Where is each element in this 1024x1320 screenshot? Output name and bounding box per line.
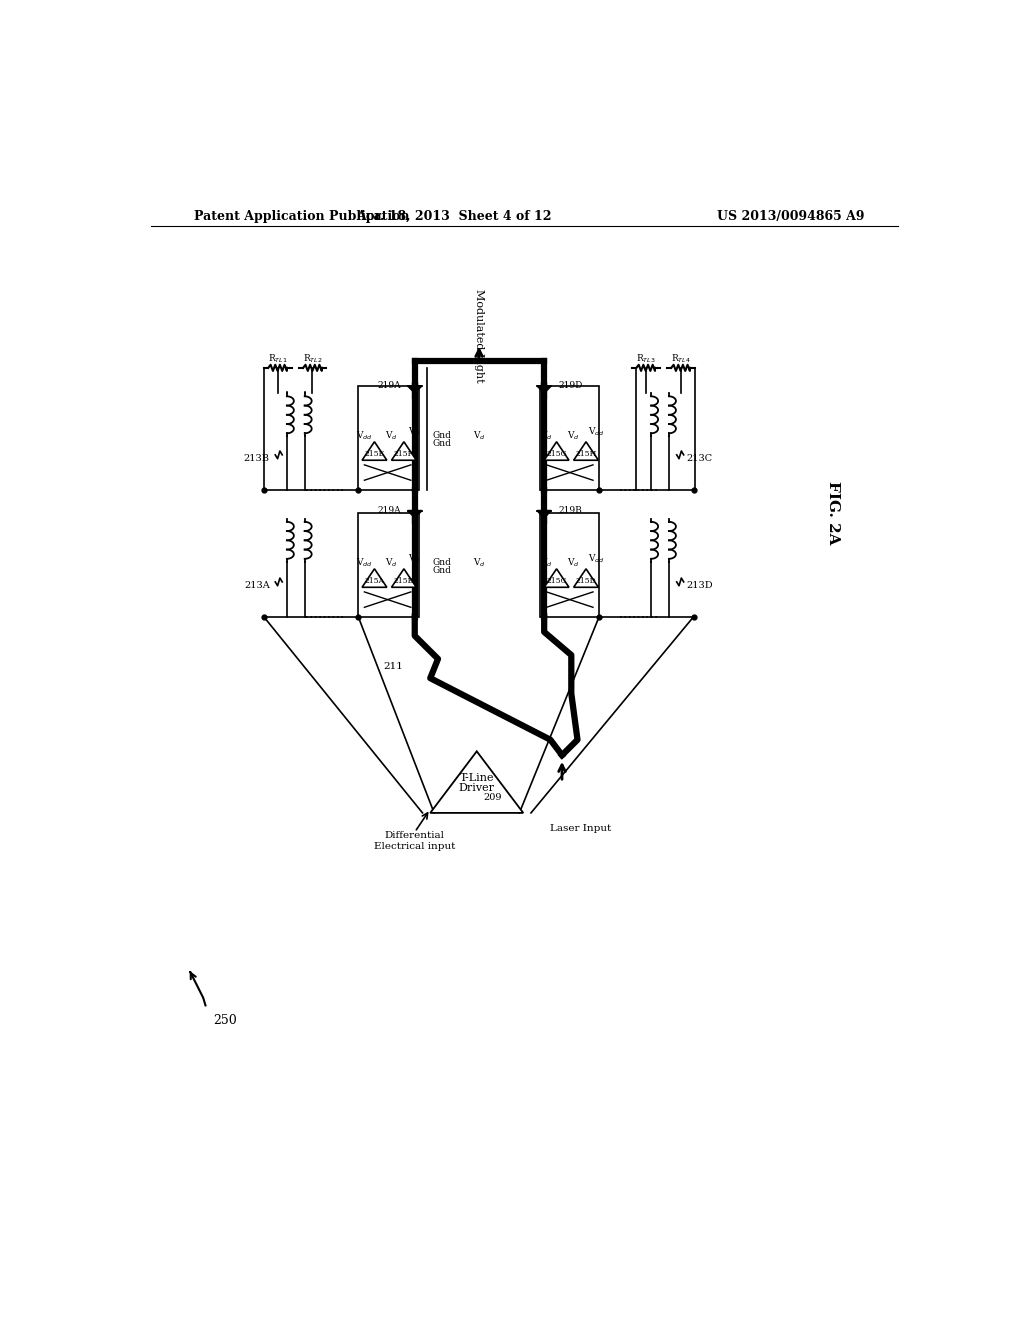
Text: 219D: 219D xyxy=(558,381,583,389)
Polygon shape xyxy=(408,385,422,393)
Polygon shape xyxy=(573,442,598,461)
Polygon shape xyxy=(573,569,598,587)
Text: 250: 250 xyxy=(213,1014,237,1027)
Text: 213A: 213A xyxy=(244,581,270,590)
Text: Modulated Light: Modulated Light xyxy=(474,289,484,383)
Text: 213D: 213D xyxy=(686,581,713,590)
Polygon shape xyxy=(391,569,417,587)
Text: V$_d$: V$_d$ xyxy=(540,429,553,442)
Polygon shape xyxy=(408,511,422,517)
Text: 215B: 215B xyxy=(394,577,414,585)
Polygon shape xyxy=(391,442,417,461)
Text: R$_{TL4}$: R$_{TL4}$ xyxy=(671,352,690,364)
Polygon shape xyxy=(538,511,551,517)
Text: 211: 211 xyxy=(383,663,403,671)
Text: Gnd: Gnd xyxy=(432,432,452,440)
Text: V$_d$: V$_d$ xyxy=(567,557,580,569)
Text: US 2013/0094865 A9: US 2013/0094865 A9 xyxy=(717,210,864,223)
Polygon shape xyxy=(362,569,387,587)
Text: R$_{TL3}$: R$_{TL3}$ xyxy=(636,352,655,364)
Text: 215D: 215D xyxy=(575,577,596,585)
Text: Gnd: Gnd xyxy=(432,558,452,568)
Text: R$_{TL2}$: R$_{TL2}$ xyxy=(303,352,323,364)
Text: V$_d$: V$_d$ xyxy=(567,429,580,442)
Polygon shape xyxy=(362,442,387,461)
Text: V$_{dd}$: V$_{dd}$ xyxy=(589,553,605,565)
Text: V$_d$: V$_d$ xyxy=(409,425,421,438)
Text: 215C: 215C xyxy=(547,577,566,585)
Text: 209: 209 xyxy=(483,793,502,803)
Polygon shape xyxy=(538,385,551,393)
Text: 219A: 219A xyxy=(377,381,400,389)
Polygon shape xyxy=(544,569,569,587)
Text: Electrical input: Electrical input xyxy=(374,842,456,850)
Text: T-Line: T-Line xyxy=(460,774,494,783)
Text: 215F: 215F xyxy=(394,450,414,458)
Text: V$_{dd}$: V$_{dd}$ xyxy=(356,557,373,569)
Text: 213B: 213B xyxy=(244,454,270,463)
Text: V$_{dd}$: V$_{dd}$ xyxy=(589,425,605,438)
Text: Laser Input: Laser Input xyxy=(550,824,611,833)
Text: 215A: 215A xyxy=(365,577,385,585)
Polygon shape xyxy=(430,751,523,813)
Text: 219B: 219B xyxy=(558,506,582,515)
Text: Driver: Driver xyxy=(459,783,495,793)
Text: V$_d$: V$_d$ xyxy=(473,557,485,569)
Text: FIG. 2A: FIG. 2A xyxy=(826,480,841,544)
Polygon shape xyxy=(544,442,569,461)
Text: 215E: 215E xyxy=(365,450,385,458)
Text: V$_d$: V$_d$ xyxy=(385,429,398,442)
Text: R$_{TL1}$: R$_{TL1}$ xyxy=(267,352,288,364)
Text: V$_{dd}$: V$_{dd}$ xyxy=(356,429,373,442)
Text: 213C: 213C xyxy=(686,454,712,463)
Text: V$_d$: V$_d$ xyxy=(540,557,553,569)
Text: 215G: 215G xyxy=(546,450,567,458)
Text: V$_d$: V$_d$ xyxy=(409,553,421,565)
Text: V$_d$: V$_d$ xyxy=(473,429,485,442)
Text: Gnd: Gnd xyxy=(432,566,452,574)
Text: 215H: 215H xyxy=(575,450,597,458)
Text: Apr. 18, 2013  Sheet 4 of 12: Apr. 18, 2013 Sheet 4 of 12 xyxy=(355,210,551,223)
Text: Differential: Differential xyxy=(385,832,444,841)
Text: Patent Application Publication: Patent Application Publication xyxy=(194,210,410,223)
Text: V$_d$: V$_d$ xyxy=(385,557,398,569)
Text: Gnd: Gnd xyxy=(432,438,452,447)
Text: 219A: 219A xyxy=(377,506,400,515)
